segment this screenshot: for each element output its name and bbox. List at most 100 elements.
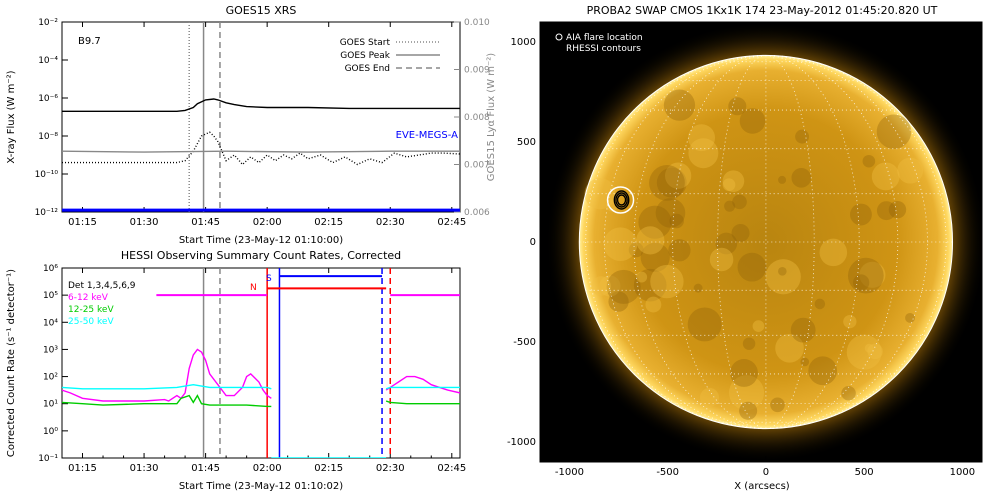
longitude-line	[765, 54, 928, 430]
disk-texture	[649, 164, 685, 201]
goes-y-tick-label: 10⁻¹⁰	[35, 170, 59, 180]
disk-texture	[650, 264, 684, 299]
disk-texture	[847, 257, 884, 294]
goes-right-tick-label: 0.009	[464, 66, 490, 76]
goes-ticks: 01:15 01:30 01:45 02:00 02:15 02:30 02:45 10⁻² 1…	[35, 18, 490, 228]
hessi-series-line	[385, 386, 460, 390]
goes-x-tick-label: 01:15	[68, 217, 97, 228]
hessi-series-group	[62, 348, 460, 458]
disk-texture	[791, 167, 812, 188]
disk-texture	[732, 194, 747, 210]
swap-x-tick-label: 0	[763, 467, 769, 478]
disk-texture	[722, 178, 736, 192]
disk-texture	[668, 239, 691, 262]
hessi-y-tick-label: 10⁻¹	[38, 454, 58, 464]
swap-x-tick-label: 1000	[950, 467, 975, 478]
goes-y-tick-label: 10⁻⁸	[38, 132, 58, 142]
swap-legend-symbol	[555, 33, 563, 41]
disk-texture	[808, 356, 838, 386]
hessi-x-tick-label: 02:45	[437, 463, 466, 474]
disk-texture	[687, 307, 722, 342]
disk-texture	[742, 337, 756, 350]
goes-legend: GOES Start GOES Peak GOES End	[340, 38, 440, 74]
goes-series-group	[62, 98, 460, 212]
hessi-legend-label: 25-50 keV	[68, 317, 114, 327]
disk-texture	[591, 276, 611, 296]
goes-right-tick-label: 0.006	[464, 208, 490, 218]
disk-texture	[905, 312, 916, 323]
disk-texture	[715, 232, 738, 255]
swap-y-tick-label: 1000	[511, 37, 536, 48]
disk-texture	[636, 226, 665, 255]
disk-texture	[731, 223, 750, 242]
swap-y-tick-label: -500	[513, 337, 536, 348]
goes-x-tick-label: 02:45	[437, 217, 466, 228]
hessi-ticks: 01:15 01:30 01:45 02:00 02:15 02:30 02:45 10⁶ 10…	[38, 264, 466, 474]
goes-legend-label: GOES End	[345, 64, 390, 74]
disk-texture	[778, 266, 787, 276]
disk-texture	[699, 387, 720, 407]
disk-texture	[871, 162, 900, 191]
disk-texture	[876, 201, 896, 221]
goes-annotation: B9.7	[78, 36, 101, 47]
swap-panel: PROBA2 SWAP CMOS 1Kx1K 174 23-May-2012 0…	[507, 4, 983, 492]
hessi-flag-label-s: S	[266, 274, 272, 284]
longitude-line	[603, 54, 766, 430]
disk-texture	[730, 359, 758, 387]
goes-series-line	[62, 150, 460, 153]
goes-xlabel: Start Time (23-May-12 01:10:00)	[179, 235, 343, 246]
swap-y-tick-label: -1000	[507, 437, 536, 448]
disk-texture	[628, 242, 644, 258]
disk-texture	[862, 154, 876, 168]
goes-x-tick-label: 02:15	[314, 217, 343, 228]
hessi-legend-label: 12-25 keV	[68, 305, 114, 315]
disk-texture	[876, 114, 912, 149]
hessi-x-tick-label: 01:45	[191, 463, 220, 474]
goes-series-line	[62, 98, 460, 113]
rhessi-contour	[613, 190, 630, 210]
swap-x-tick-label: 500	[855, 467, 874, 478]
goes-right-tick-label: 0.007	[464, 161, 490, 171]
disk-texture	[814, 298, 826, 310]
disk-texture	[669, 213, 684, 229]
disk-texture	[724, 200, 736, 212]
goes-title: GOES15 XRS	[226, 4, 297, 17]
disk-texture	[606, 269, 641, 304]
disk-texture	[843, 314, 857, 329]
disk-texture	[897, 157, 924, 184]
rhessi-contour	[616, 194, 627, 206]
swap-x-tick-label: -500	[656, 467, 679, 478]
disk-texture	[864, 343, 874, 353]
hessi-xlabel: Start Time (23-May-12 01:10:02)	[179, 481, 343, 492]
rhessi-contour	[615, 192, 628, 208]
swap-ticks: -1000 -500 0 500 1000 1000 500 0 -500 -1000	[507, 37, 975, 478]
hessi-x-tick-label: 02:30	[376, 463, 405, 474]
hessi-legend-label: 6-12 keV	[68, 293, 109, 303]
swap-y-tick-label: 500	[517, 137, 536, 148]
disk-texture	[636, 271, 648, 283]
disk-texture	[841, 385, 856, 401]
disk-texture	[819, 238, 848, 267]
hessi-plot-frame	[61, 267, 461, 459]
disk-texture	[693, 283, 703, 293]
disk-texture	[859, 261, 886, 288]
goes-right-tick-label: 0.008	[464, 113, 490, 123]
disk-texture	[737, 252, 767, 282]
hessi-series-line	[62, 383, 272, 390]
swap-legend-symbol	[555, 44, 563, 52]
hessi-series-line	[62, 348, 272, 402]
goes-plot-frame	[61, 21, 461, 213]
goes-marker-lines	[188, 22, 221, 212]
disk-texture	[728, 97, 747, 116]
goes-y-tick-label: 10⁻⁴	[38, 56, 58, 66]
disk-texture	[645, 296, 662, 313]
disk-texture	[846, 334, 882, 370]
swap-legend-label: RHESSI contours	[566, 44, 641, 54]
goes-series-line	[62, 131, 460, 166]
goes-y-tick-label: 10⁻⁶	[38, 94, 58, 104]
hessi-legend: Det 1,3,4,5,6,9 6-12 keV 12-25 keV 25-50 ke…	[68, 281, 136, 327]
goes-x-tick-label: 02:00	[253, 217, 282, 228]
disk-texture	[633, 268, 667, 302]
